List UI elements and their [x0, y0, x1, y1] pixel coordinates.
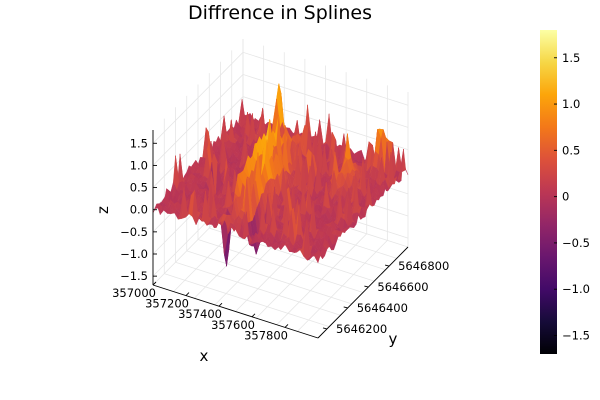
colorbar-tick-label: 1.0	[562, 97, 580, 111]
y-tick-mark	[322, 327, 328, 330]
y-tick-label: 5646400	[357, 301, 408, 315]
z-tick-label: −1.0	[120, 247, 148, 261]
surface-facet	[314, 253, 321, 264]
colorbar-tick-label: 0.5	[562, 143, 580, 157]
z-tick-label: 1.0	[130, 158, 148, 172]
z-tick-label: 1.5	[130, 136, 148, 150]
y-tick-label: 5646600	[377, 280, 428, 294]
x-axis-line	[152, 284, 319, 339]
z-tick-label: −1.5	[120, 269, 148, 283]
y-tick-mark	[343, 306, 348, 309]
colorbar-tick-label: −0.5	[562, 236, 590, 250]
colorbar-tick-label: 1.5	[562, 51, 580, 65]
colorbar-ticks: 1.5 1.0 0.5 0 −0.5 −1.0 −1.5	[554, 51, 590, 342]
chart-title: Diffrence in Splines	[188, 2, 372, 24]
grid-line	[276, 233, 368, 326]
x-tick-mark	[152, 281, 157, 286]
y-tick-label: 5646200	[336, 322, 387, 336]
colorbar-tick-label: −1.0	[562, 282, 590, 296]
y-axis-line	[317, 246, 409, 339]
axes	[152, 130, 409, 339]
colorbar	[540, 30, 557, 354]
x-tick-mark	[185, 292, 190, 296]
y-tick-mark	[384, 264, 390, 267]
x-tick-label: 357200	[145, 297, 189, 311]
y-tick-label: 5646800	[398, 259, 449, 273]
grid-line	[152, 73, 409, 166]
z-tick-label: 0.0	[130, 203, 148, 217]
colorbar-tick-label: 0	[562, 190, 569, 204]
x-tick-mark	[284, 324, 289, 328]
grid-line	[152, 96, 409, 188]
x-tick-mark	[251, 313, 256, 318]
grid-line	[209, 227, 375, 282]
y-axis-label: y	[389, 330, 398, 348]
x-tick-mark	[218, 302, 223, 307]
z-axis-label: z	[94, 206, 112, 214]
grid-line	[152, 51, 409, 144]
x-tick-label: 357400	[178, 307, 222, 321]
x-tick-label: 357000	[112, 286, 156, 300]
surface	[152, 83, 409, 267]
x-axis-label: x	[200, 347, 209, 365]
x-tick-label: 357800	[244, 328, 288, 342]
y-ticks: 5646200 5646400 5646600 5646800	[322, 259, 449, 336]
y-tick-mark	[364, 285, 369, 288]
z-ticks: −1.5 −1.0 −0.5 0.0 0.5 1.0 1.5	[120, 136, 157, 283]
z-tick-label: −0.5	[120, 225, 148, 239]
x-tick-label: 357600	[211, 318, 255, 332]
z-tick-label: 0.5	[130, 181, 148, 195]
grid-line	[297, 240, 388, 332]
colorbar-tick-label: −1.5	[562, 328, 590, 342]
